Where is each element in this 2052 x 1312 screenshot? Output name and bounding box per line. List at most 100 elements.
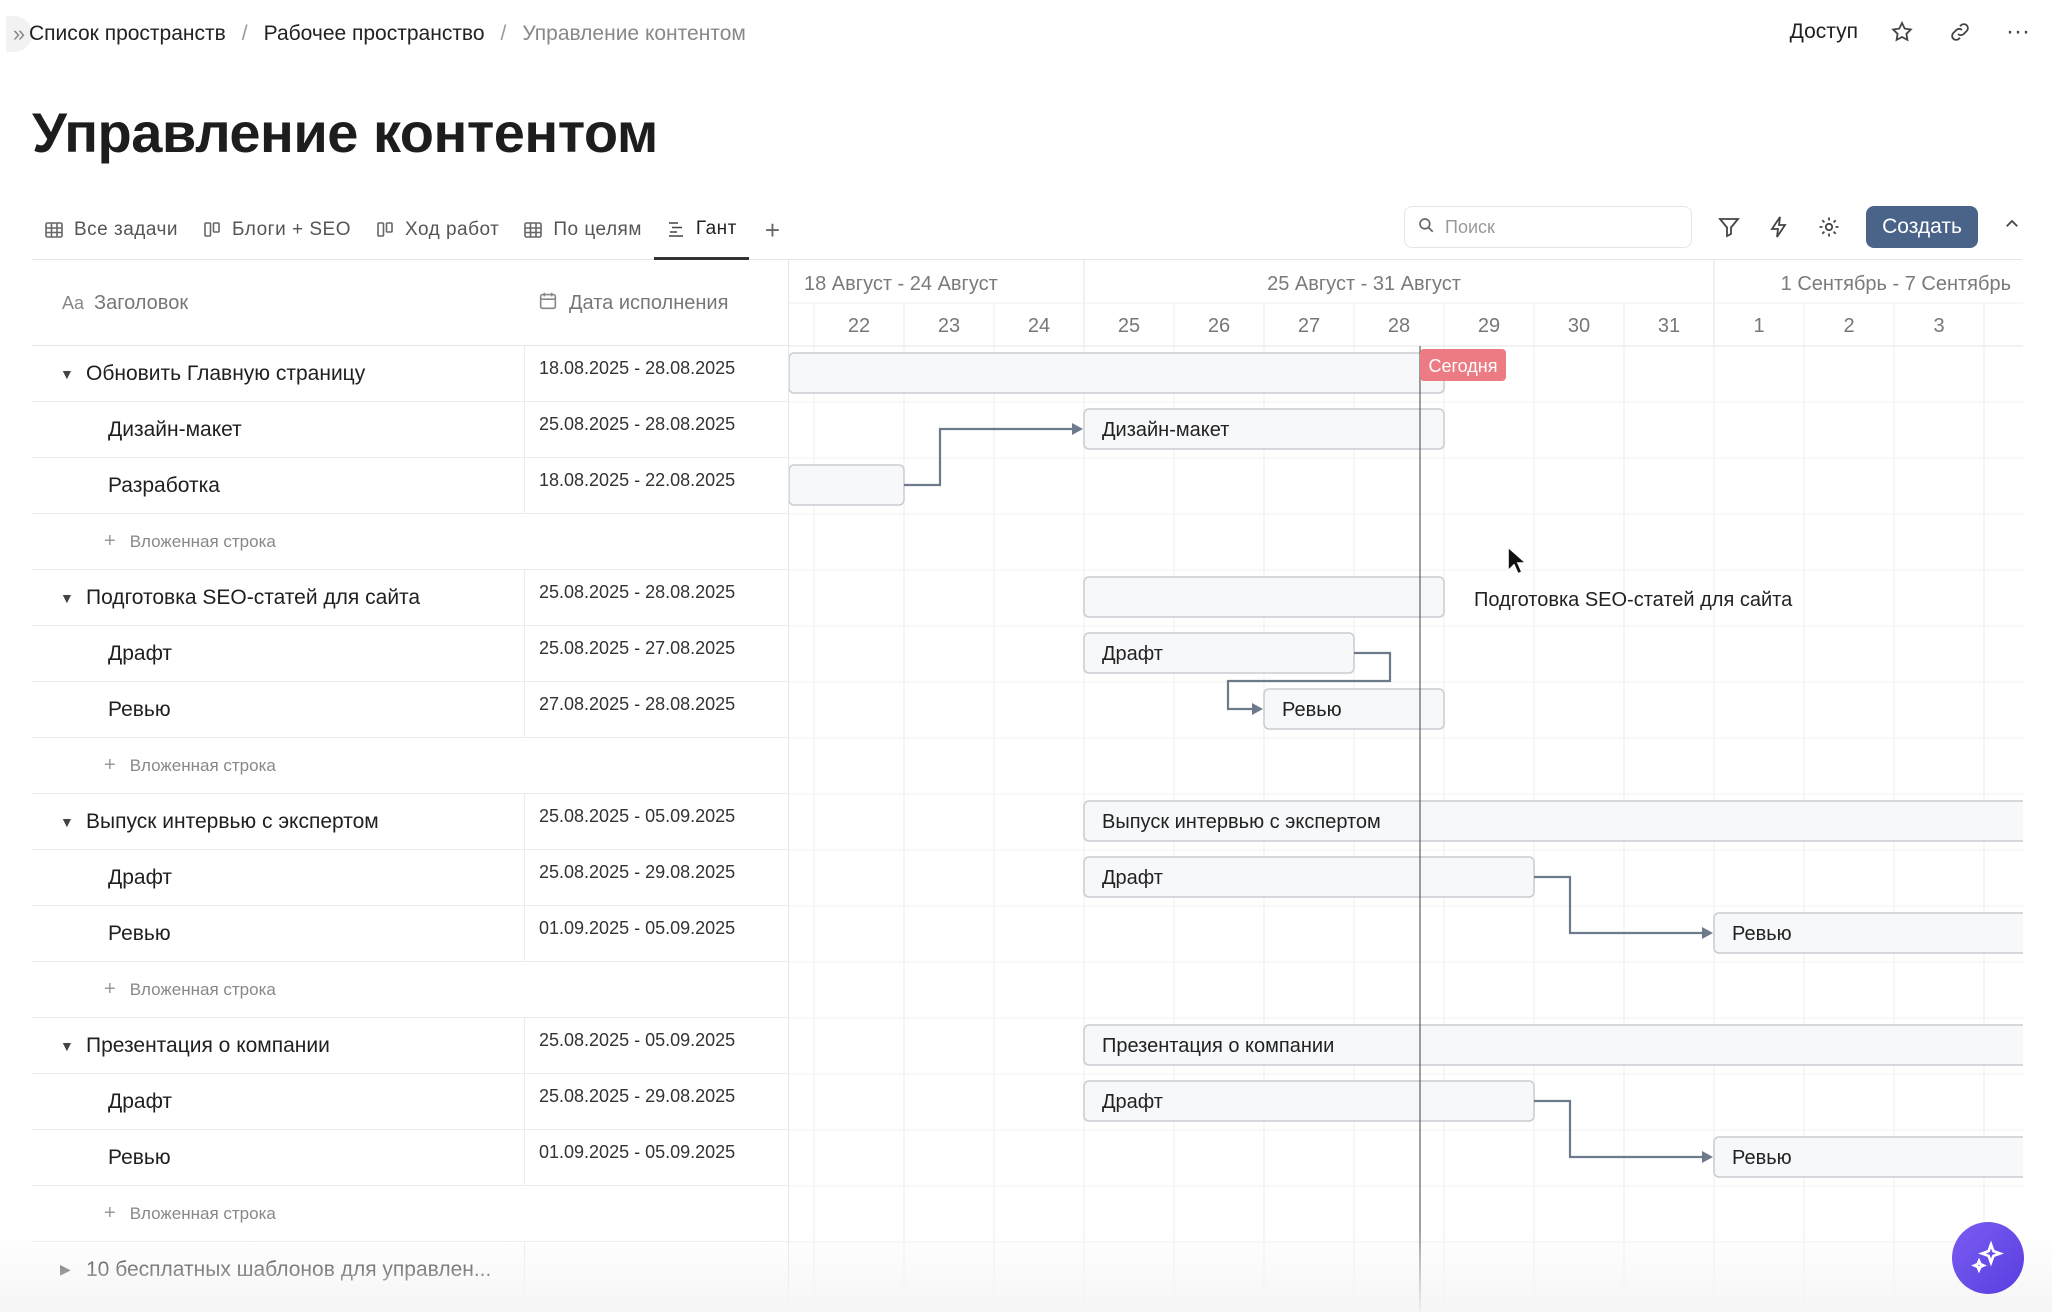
tab-label: Все задачи <box>74 219 179 240</box>
cell-date[interactable]: 27.08.2025 - 28.08.2025 <box>539 694 736 714</box>
tab-label: Ход работ <box>405 219 500 240</box>
cell-title: + Вложенная строка <box>32 514 525 569</box>
caret-down-icon[interactable]: ▼ <box>60 365 74 382</box>
cell-title: + Вложенная строка <box>32 1186 525 1241</box>
cell-title: Разработка <box>32 458 525 513</box>
table-row[interactable]: Ревью 01.09.2025 - 05.09.2025 <box>32 1130 788 1186</box>
gantt-bar-label: Драфт <box>1102 643 1163 665</box>
tab-4[interactable]: По целям <box>511 200 654 260</box>
gantt-day-label: 22 <box>848 315 870 337</box>
ai-assistant-sparkle-icon[interactable] <box>1952 1222 2024 1294</box>
cell-date[interactable]: 01.09.2025 - 05.09.2025 <box>539 918 736 938</box>
link-icon[interactable] <box>1946 18 1974 46</box>
cell-date[interactable]: 25.08.2025 - 29.08.2025 <box>539 1086 736 1106</box>
cell-date[interactable]: 25.08.2025 - 28.08.2025 <box>539 414 736 434</box>
gantt-day-label: 29 <box>1478 315 1500 337</box>
cell-title: Драфт <box>32 626 525 681</box>
top-actions: Доступ ··· <box>1790 18 2032 46</box>
table-row[interactable]: Драфт 25.08.2025 - 29.08.2025 <box>32 1074 788 1130</box>
filter-icon[interactable] <box>1716 214 1742 240</box>
column-header-date[interactable]: Дата исполнения <box>537 260 728 346</box>
cell-date[interactable]: 25.08.2025 - 05.09.2025 <box>539 1030 736 1050</box>
gantt-day-label: 24 <box>1028 315 1050 337</box>
collapse-chevron-up-icon[interactable] <box>2002 215 2022 239</box>
add-subrow[interactable]: + Вложенная строка <box>32 514 788 570</box>
table-row[interactable]: Драфт 25.08.2025 - 29.08.2025 <box>32 850 788 906</box>
caret-down-icon[interactable]: ▼ <box>60 813 74 830</box>
gantt-day-label: 30 <box>1568 315 1590 337</box>
cell-title: + Вложенная строка <box>32 738 525 793</box>
gantt-bar-label: Дизайн-макет <box>1102 419 1229 441</box>
access-button[interactable]: Доступ <box>1789 20 1858 43</box>
gantt-dependency-link <box>904 427 1080 487</box>
star-icon[interactable] <box>1888 18 1916 46</box>
breadcrumb-item-workspace[interactable]: Рабочее пространство <box>263 22 485 45</box>
row-title: Обновить Главную страницу <box>86 361 366 385</box>
cell-title: ▼ Подготовка SEO-статей для сайта <box>32 570 525 625</box>
table-row[interactable]: Ревью 01.09.2025 - 05.09.2025 <box>32 906 788 962</box>
tab-2[interactable]: Блоги + SEO <box>190 200 363 260</box>
breadcrumb-item-spaces[interactable]: Список пространств <box>29 22 226 45</box>
cell-date[interactable]: 25.08.2025 - 29.08.2025 <box>539 862 736 882</box>
more-icon[interactable]: ··· <box>2006 18 2030 45</box>
table-row[interactable]: Разработка 18.08.2025 - 22.08.2025 <box>32 458 788 514</box>
cell-date[interactable]: 25.08.2025 - 28.08.2025 <box>539 582 736 602</box>
view-actions: Поиск Создать <box>1404 206 2022 248</box>
create-button[interactable]: Создать <box>1866 206 1978 248</box>
table-header: Aa Заголовок Дата исполнения <box>32 260 788 346</box>
cell-date[interactable]: 18.08.2025 - 22.08.2025 <box>539 470 736 490</box>
gantt-dependency-link <box>1534 1099 1710 1159</box>
settings-gear-icon[interactable] <box>1816 214 1842 240</box>
tab-5[interactable]: Гант <box>653 200 749 260</box>
gantt-bar <box>788 464 905 506</box>
search-placeholder: Поиск <box>1445 216 1495 237</box>
table-row-group[interactable]: ▼ Обновить Главную страницу 18.08.2025 - 2… <box>32 346 788 402</box>
gantt-canvas: 18 Август - 24 Август 25 Август - 31 Авгу… <box>788 260 2034 1312</box>
add-subrow[interactable]: + Вложенная строка <box>32 962 788 1018</box>
add-subrow[interactable]: + Вложенная строка <box>32 738 788 794</box>
add-subrow[interactable]: + Вложенная строка <box>32 1186 788 1242</box>
plus-icon: + <box>104 754 116 776</box>
board-icon <box>202 220 222 240</box>
gantt-day-label: 3 <box>1933 315 1944 337</box>
breadcrumb-item-current[interactable]: Управление контентом <box>522 22 746 45</box>
cell-title: + Вложенная строка <box>32 962 525 1017</box>
tab-3[interactable]: Ход работ <box>363 200 511 260</box>
mouse-cursor-icon <box>1506 545 1529 582</box>
add-view-plus-icon[interactable]: + <box>764 214 781 245</box>
cell-date[interactable]: 01.09.2025 - 05.09.2025 <box>539 1142 736 1162</box>
row-title: Разработка <box>108 473 220 497</box>
sidebar-expand-icon[interactable]: » <box>6 16 32 52</box>
table-row-group[interactable]: ▼ Подготовка SEO-статей для сайта 25.08.20… <box>32 570 788 626</box>
gantt-today-label: Сегодня <box>1429 356 1498 376</box>
table-row-group[interactable]: ▼ Презентация о компании 25.08.2025 - 05.0… <box>32 1018 788 1074</box>
table-row[interactable]: Ревью 27.08.2025 - 28.08.2025 <box>32 682 788 738</box>
table-row[interactable]: Драфт 25.08.2025 - 27.08.2025 <box>32 626 788 682</box>
cell-date[interactable]: 25.08.2025 - 27.08.2025 <box>539 638 736 658</box>
plus-icon: + <box>104 1202 116 1224</box>
breadcrumb: Список пространств / Рабочее пространств… <box>29 22 746 46</box>
add-subrow-label: Вложенная строка <box>129 1203 276 1223</box>
gantt-day-label: 23 <box>938 315 960 337</box>
board-icon <box>375 220 395 240</box>
page-title: Управление контентом <box>32 101 658 164</box>
automation-bolt-icon[interactable] <box>1766 214 1792 240</box>
tab-1[interactable]: Все задачи <box>32 200 190 260</box>
column-header-title[interactable]: Aa Заголовок <box>62 260 188 346</box>
cell-date[interactable]: 25.08.2025 - 05.09.2025 <box>539 806 736 826</box>
caret-right-icon[interactable]: ▶ <box>60 1261 71 1277</box>
gantt-day-label: 25 <box>1118 315 1140 337</box>
gantt-link-arrowhead <box>1702 1151 1713 1163</box>
gantt-bar-label: Выпуск интервью с экспертом <box>1102 811 1381 833</box>
table-row[interactable]: Дизайн-макет 25.08.2025 - 28.08.2025 <box>32 402 788 458</box>
caret-down-icon[interactable]: ▼ <box>60 589 74 606</box>
table-row-group[interactable]: ▶ 10 бесплатных шаблонов для управлен... <box>32 1242 788 1298</box>
cell-title: Ревью <box>32 682 525 737</box>
search-input[interactable]: Поиск <box>1404 206 1692 248</box>
cell-date[interactable]: 18.08.2025 - 28.08.2025 <box>539 358 736 378</box>
breadcrumb-separator: / <box>241 22 248 45</box>
table-row-group[interactable]: ▼ Выпуск интервью с экспертом 25.08.2025 -… <box>32 794 788 850</box>
row-title: Выпуск интервью с экспертом <box>86 809 379 833</box>
caret-down-icon[interactable]: ▼ <box>60 1037 74 1054</box>
